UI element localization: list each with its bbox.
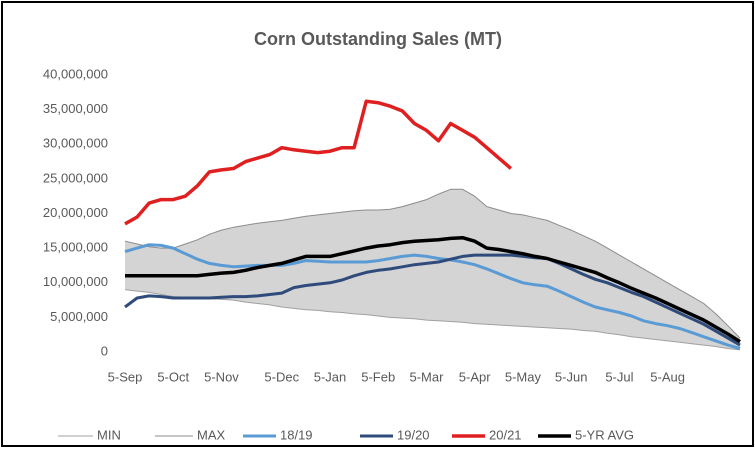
legend-label: 19/20: [397, 427, 430, 442]
x-tick-label: 5-Nov: [204, 369, 239, 384]
legend-label: 5-YR AVG: [575, 427, 634, 442]
series-line: [124, 243, 741, 350]
x-tick-label: 5-Apr: [459, 369, 491, 384]
legend-label: 20/21: [489, 427, 522, 442]
chart-title: Corn Outstanding Sales (MT): [254, 29, 502, 49]
legend-label: 18/19: [280, 427, 313, 442]
x-tick-label: 5-Jan: [314, 369, 347, 384]
y-tick-label: 35,000,000: [43, 101, 108, 116]
series-line: [124, 253, 741, 347]
y-tick-label: 5,000,000: [50, 309, 108, 324]
y-tick-label: 20,000,000: [43, 205, 108, 220]
legend-label: MIN: [97, 427, 121, 442]
y-tick-label: 10,000,000: [43, 274, 108, 289]
x-tick-label: 5-Dec: [264, 369, 299, 384]
x-tick-label: 5-Oct: [157, 369, 189, 384]
series-line: [124, 188, 741, 339]
legend-label: MAX: [197, 427, 226, 442]
y-tick-label: 0: [101, 343, 108, 358]
x-tick-label: 5-Feb: [361, 369, 395, 384]
x-tick-label: 5-May: [505, 369, 542, 384]
x-tick-label: 5-Jun: [555, 369, 588, 384]
series-line: [124, 289, 741, 351]
x-tick-label: 5-Sep: [108, 369, 143, 384]
y-tick-label: 40,000,000: [43, 66, 108, 81]
y-tick-label: 25,000,000: [43, 170, 108, 185]
x-tick-label: 5-Mar: [409, 369, 444, 384]
series-line: [125, 235, 741, 344]
series-line: [124, 99, 513, 226]
range-area: [125, 189, 740, 350]
y-tick-label: 15,000,000: [43, 240, 108, 255]
x-tick-label: 5-Jul: [605, 369, 633, 384]
y-tick-label: 30,000,000: [43, 136, 108, 151]
x-tick-label: 5-Aug: [650, 369, 685, 384]
